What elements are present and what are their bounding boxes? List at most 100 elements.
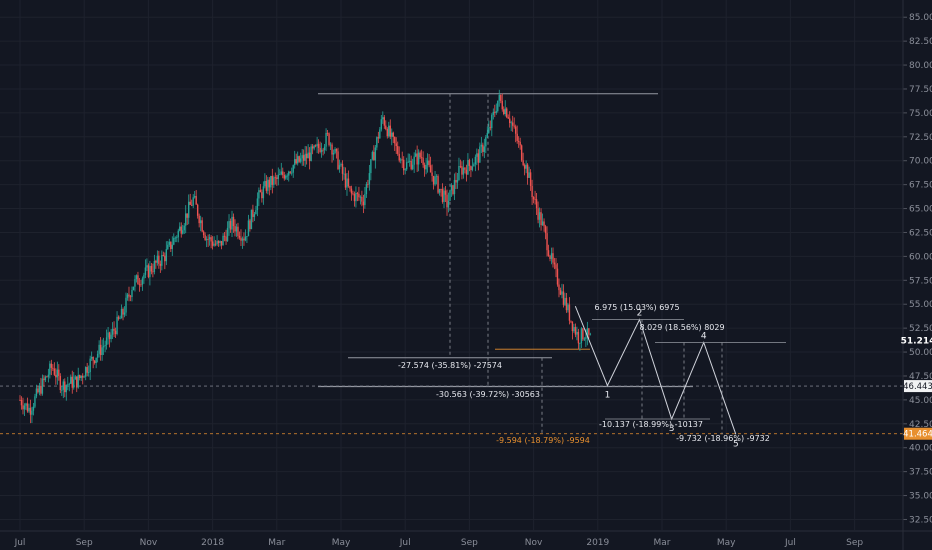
candle-body: [276, 177, 278, 179]
candle-body: [440, 188, 442, 190]
annotations-back: [0, 93, 903, 435]
candle-body: [134, 279, 136, 287]
x-tick-label: Mar: [268, 538, 285, 548]
candle-body: [225, 236, 227, 242]
price-axis[interactable]: 85.000 82.500 80.000 77.500 75.000 72.500 70.0…: [902, 0, 932, 550]
candle-body: [301, 155, 303, 159]
candle-body: [110, 334, 112, 339]
candle-body: [474, 156, 477, 165]
candle-body: [308, 152, 311, 161]
candle-body: [87, 372, 90, 373]
y-tick-label: 62.500: [909, 228, 932, 238]
candle-body: [389, 125, 391, 137]
candle-body: [344, 173, 347, 188]
candle-body: [500, 94, 502, 101]
candle-body: [579, 343, 581, 344]
candle-body: [237, 226, 239, 237]
candle-body: [232, 216, 235, 227]
candle-body: [477, 153, 480, 163]
candle-body: [549, 255, 551, 259]
candle-body: [461, 166, 463, 175]
candle-body: [492, 111, 494, 115]
candle-body: [47, 374, 50, 377]
time-axis[interactable]: Jul Sep Nov 2018 Mar May Jul Sep Nov 2019 Mar May Ju…: [0, 530, 932, 548]
candle-body: [304, 153, 306, 161]
candle-body: [438, 188, 441, 193]
candle-body: [540, 212, 542, 226]
candle-body: [316, 143, 318, 147]
candle-body: [494, 111, 496, 113]
y-tick-label: 32.500: [909, 515, 932, 525]
candle-body: [568, 304, 571, 321]
candle-body: [98, 344, 100, 354]
candle-body: [509, 118, 511, 124]
y-tick-label: 72.500: [909, 133, 932, 143]
candle-body: [37, 388, 39, 393]
x-tick-label: Jul: [784, 538, 796, 548]
candle-body: [520, 145, 523, 161]
candle-body: [485, 137, 487, 147]
candle-body: [141, 278, 144, 285]
candle-body: [468, 160, 471, 167]
candle-body: [425, 164, 427, 170]
candle-body: [356, 192, 359, 194]
candle-body: [214, 243, 217, 245]
candle-body: [526, 164, 529, 178]
candle-body: [444, 190, 447, 195]
candle-body: [116, 316, 118, 335]
candle-body: [274, 177, 277, 179]
annotations-front: 1 2 3 4 5 -27.574 (-35.81%) -27574 -30.563 (-3…: [398, 303, 786, 449]
y-tick-label: 50.000: [909, 348, 932, 358]
candle-body: [199, 220, 202, 224]
candle-body: [150, 265, 153, 272]
candle-body: [195, 196, 197, 205]
candle-body: [546, 233, 548, 251]
candle-body: [119, 318, 121, 320]
candle-body: [105, 337, 108, 345]
candle-body: [259, 190, 262, 193]
candle-body: [429, 165, 432, 173]
candle-body: [182, 230, 184, 234]
candle-body: [419, 152, 421, 158]
candle-body: [362, 201, 365, 206]
candle-body: [193, 196, 196, 198]
candle-body: [497, 100, 499, 112]
candle-body: [413, 156, 415, 165]
candle-body: [158, 255, 160, 264]
candle-body: [204, 235, 206, 241]
candle-body: [143, 274, 145, 279]
candle-body: [140, 284, 142, 286]
candle-body: [22, 405, 24, 410]
price-badges: 51.214 46.443 41.464: [901, 336, 932, 440]
candle-body: [89, 358, 91, 373]
candle-body: [228, 221, 230, 228]
candle-body: [164, 255, 166, 262]
candle-body: [522, 160, 524, 166]
candle-body: [96, 353, 99, 358]
candle-body: [34, 396, 36, 407]
candle-body: [531, 185, 533, 198]
candle-body: [550, 253, 553, 259]
x-tick-label: Sep: [846, 538, 863, 548]
candle-body: [183, 225, 185, 231]
candle-body: [77, 375, 79, 388]
candle-body: [401, 159, 403, 161]
candle-body: [93, 360, 96, 364]
candlestick-series[interactable]: [19, 89, 592, 424]
candle-body: [223, 235, 226, 237]
candle-body: [58, 369, 60, 376]
wave-down2-label: -10.137 (-18.99%) -10137: [599, 420, 703, 429]
candle-body: [562, 291, 565, 305]
candle-body: [238, 236, 241, 238]
candle-body: [489, 127, 492, 129]
candle-body: [434, 176, 436, 185]
candle-body: [167, 244, 169, 250]
candle-body: [358, 193, 360, 198]
candle-body: [270, 175, 272, 188]
candle-body: [452, 185, 454, 195]
drop2-label: -30.563 (-39.72%) -30563: [436, 390, 540, 399]
candle-body: [44, 376, 47, 381]
candle-body: [564, 297, 566, 305]
y-tick-label: 45.000: [909, 396, 932, 406]
